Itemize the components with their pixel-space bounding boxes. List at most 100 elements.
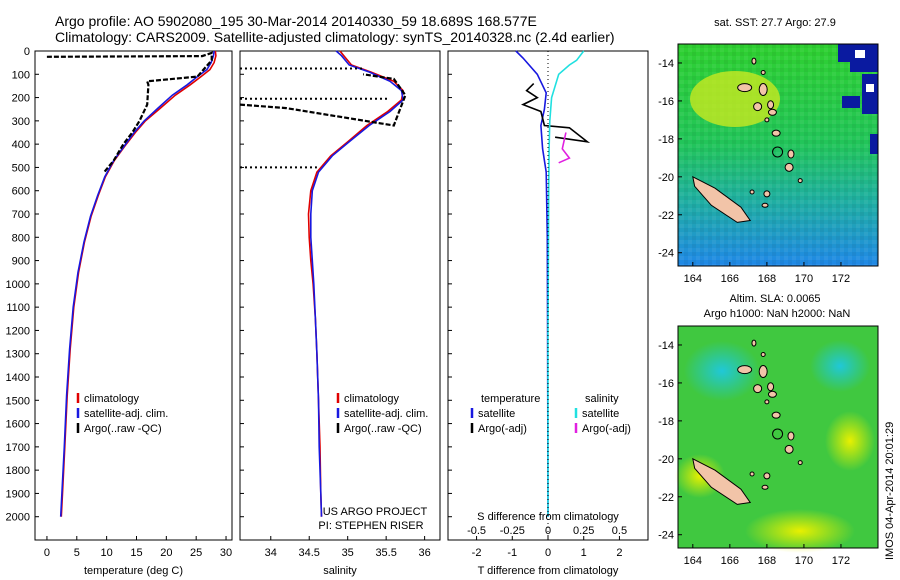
sst-cloud-gap	[862, 74, 878, 114]
lat-tick-label: -14	[658, 58, 674, 70]
land-island	[771, 411, 781, 419]
y-tick-label: 1900	[6, 488, 30, 500]
y-tick-label: 100	[12, 69, 30, 81]
land-island	[760, 351, 766, 357]
x2-tick-label: 0.25	[573, 525, 594, 537]
legend-label: satellite-adj. clim.	[84, 408, 168, 420]
legend-label: satellite	[478, 408, 515, 420]
y-tick-label: 300	[12, 116, 30, 128]
land-island	[767, 108, 777, 116]
x-tick-label: 10	[101, 547, 113, 559]
legend-label: Argo(..raw -QC)	[344, 423, 422, 435]
land-island	[737, 83, 753, 93]
y-tick-label: 400	[12, 139, 30, 151]
legend-label: Argo(-adj)	[582, 423, 631, 435]
sst-cloud-gap	[850, 62, 878, 72]
land-new-caledonia	[692, 175, 752, 223]
y-tick-label: 800	[12, 232, 30, 244]
sla-map-title-2: Argo h1000: NaN h2000: NaN	[704, 308, 851, 320]
x-tick-label: 20	[160, 547, 172, 559]
panel-differences: -2 -1 0 1 2 T difference from climatology -0.5…	[447, 50, 649, 577]
float-location-marker	[772, 146, 784, 158]
lon-tick-label: 166	[721, 555, 739, 567]
land-island	[749, 471, 755, 477]
x-tick-label: 34	[265, 547, 277, 559]
x2-tick-label: 0.5	[612, 525, 627, 537]
series-line	[46, 51, 213, 173]
x-axis-label: T difference from climatology	[478, 565, 619, 577]
land-island	[753, 384, 763, 394]
series-line	[558, 132, 571, 164]
y-tick-label: 500	[12, 162, 30, 174]
land-island	[764, 117, 770, 123]
sla-high	[745, 509, 855, 553]
x-tick-label: -2	[472, 547, 482, 559]
lon-tick-label: 168	[758, 273, 776, 285]
lon-tick-label: 164	[684, 555, 702, 567]
sst-cloud-gap	[870, 134, 878, 154]
y-tick-label: 2000	[6, 512, 30, 524]
plot-frame	[239, 50, 441, 541]
land-island	[753, 102, 763, 112]
land-island	[761, 202, 769, 208]
profile-plots: 0100200300400500600700800900100011001200…	[6, 46, 649, 577]
y-tick-label: 1400	[6, 372, 30, 384]
lat-tick-label: -16	[658, 96, 674, 108]
annotation: US ARGO PROJECT	[323, 506, 428, 518]
lon-tick-label: 166	[721, 273, 739, 285]
x-tick-label: 35.5	[375, 547, 396, 559]
lat-tick-label: -24	[658, 248, 674, 260]
y-tick-label: 200	[12, 93, 30, 105]
land-island	[760, 69, 766, 75]
land-island	[797, 178, 803, 184]
land-island	[761, 484, 769, 490]
y-tick-label: 1300	[6, 349, 30, 361]
lat-tick-label: -22	[658, 210, 674, 222]
land-island	[751, 339, 757, 347]
y-tick-label: 700	[12, 209, 30, 221]
annotation: PI: STEPHEN RISER	[318, 520, 423, 532]
legend-label: climatology	[84, 393, 140, 405]
lat-tick-label: -24	[658, 530, 674, 542]
land-island	[764, 399, 770, 405]
y-tick-label: 1800	[6, 465, 30, 477]
sst-no-data	[866, 84, 874, 92]
land-island	[787, 431, 795, 441]
land-island	[763, 472, 771, 480]
lon-tick-label: 164	[684, 273, 702, 285]
legend-label: climatology	[344, 393, 400, 405]
x-tick-label: 34.5	[299, 547, 320, 559]
lon-tick-label: 168	[758, 555, 776, 567]
lon-tick-label: 170	[795, 273, 813, 285]
x2-axis-label: S difference from climatology	[477, 511, 619, 523]
legend-label: satellite-adj. clim.	[344, 408, 428, 420]
sst-no-data	[855, 50, 865, 58]
series-line	[521, 83, 591, 144]
map-frame	[677, 43, 879, 267]
land-island	[797, 460, 803, 466]
x-axis-label: temperature (deg C)	[84, 565, 183, 577]
x-tick-label: 30	[220, 547, 232, 559]
x-tick-label: 2	[616, 547, 622, 559]
lat-tick-label: -18	[658, 416, 674, 428]
land-new-caledonia	[692, 457, 752, 505]
land-island	[751, 57, 757, 65]
land-island	[763, 190, 771, 198]
x-tick-label: 25	[190, 547, 202, 559]
legend-label: Argo(..raw -QC)	[84, 423, 162, 435]
lon-tick-label: 172	[832, 555, 850, 567]
x-axis-label: salinity	[323, 565, 357, 577]
legend-heading: temperature	[481, 393, 540, 405]
land-island	[767, 390, 777, 398]
header-line-2: Climatology: CARS2009. Satellite-adjuste…	[55, 29, 615, 45]
x-tick-label: 15	[130, 547, 142, 559]
land-island	[737, 365, 753, 375]
float-location-marker	[772, 428, 784, 440]
lon-tick-label: 172	[832, 273, 850, 285]
land-island	[749, 189, 755, 195]
legend-heading: salinity	[585, 393, 619, 405]
sla-map-title-1: Altim. SLA: 0.0065	[729, 293, 820, 305]
footer-credit: IMOS 04-Apr-2014 20:01:29	[884, 421, 896, 560]
